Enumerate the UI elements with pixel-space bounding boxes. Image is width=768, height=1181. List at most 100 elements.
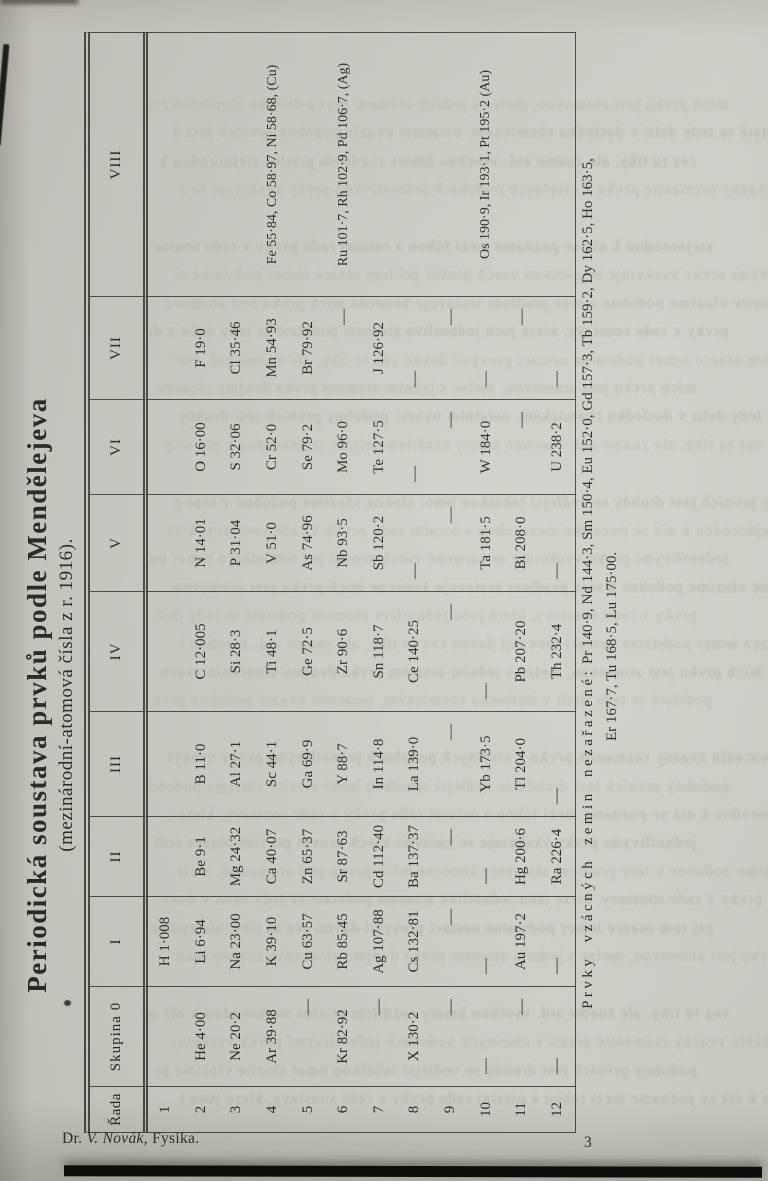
footer-prefix: Dr. bbox=[62, 1130, 83, 1147]
element-cell: He 4·00 bbox=[183, 986, 220, 1086]
column-header-rada: Řada bbox=[90, 1086, 148, 1132]
blank-cell bbox=[540, 33, 576, 296]
empty-dash-cell: — bbox=[432, 494, 469, 591]
row-number: 4 bbox=[254, 1086, 291, 1132]
empty-dash-cell: — bbox=[432, 896, 469, 986]
rotated-table-block: Periodická soustava prvků podle Mendělej… bbox=[20, 28, 660, 1140]
element-cell: Hg 200·6 bbox=[503, 816, 540, 896]
row-number: 8 bbox=[397, 1086, 433, 1132]
element-cell: Kr 82·92 bbox=[325, 986, 362, 1086]
blank-cell bbox=[148, 33, 184, 296]
element-cell: Bi 208·0 bbox=[503, 494, 540, 591]
element-cell: Sb 120·2 bbox=[361, 494, 398, 591]
periodic-table: Řada Skupina 0 I II III IV V VI VII VIII 1 H 1·008 2… bbox=[84, 32, 577, 1133]
empty-dash-cell: — bbox=[325, 296, 362, 399]
page-edge-shadow-bottom bbox=[63, 1165, 763, 1178]
blank-cell bbox=[362, 33, 398, 296]
row-number: 2 bbox=[183, 1086, 220, 1132]
footer-author: V. Novák, bbox=[86, 1130, 148, 1147]
empty-dash-cell: — bbox=[432, 399, 469, 494]
column-header-iv: IV bbox=[90, 591, 148, 711]
element-cell: Se 79·2 bbox=[290, 399, 326, 494]
row-number: 7 bbox=[361, 1086, 398, 1132]
column-header-vii: VII bbox=[90, 296, 148, 399]
empty-dash-cell: — bbox=[397, 399, 433, 494]
empty-dash-cell: — bbox=[468, 986, 504, 1086]
element-cell: Ba 137·37 bbox=[397, 816, 433, 896]
element-cell: U 238·2 bbox=[539, 399, 576, 494]
element-cell: V 51·0 bbox=[254, 494, 291, 591]
element-cell: Cu 63·57 bbox=[290, 896, 326, 986]
element-cell: Cr 52·0 bbox=[254, 399, 291, 494]
empty-dash-cell: — bbox=[361, 986, 398, 1086]
blank-cell bbox=[433, 33, 469, 296]
empty-dash-cell: — bbox=[290, 986, 326, 1086]
empty-dash-cell: — bbox=[539, 896, 576, 986]
row-number: 1 bbox=[148, 1086, 184, 1132]
element-cell: Sc 44·1 bbox=[254, 711, 291, 816]
row-number: 6 bbox=[325, 1086, 362, 1132]
element-cell: H 1·008 bbox=[148, 896, 184, 986]
element-cell: Ne 20·2 bbox=[219, 986, 255, 1086]
blank-cell bbox=[148, 711, 184, 816]
element-cell: Cs 132·81 bbox=[397, 896, 433, 986]
table-title: Periodická soustava prvků podle Mendělej… bbox=[22, 397, 52, 993]
empty-dash-cell: — bbox=[432, 816, 469, 896]
element-cell: Sn 118·7 bbox=[361, 591, 398, 711]
row-number: 11 bbox=[503, 1086, 540, 1132]
element-cell: Li 6·94 bbox=[183, 896, 220, 986]
element-cell: Al 27·1 bbox=[219, 711, 255, 816]
blank-cell bbox=[504, 33, 540, 296]
blank-cell bbox=[148, 296, 184, 399]
empty-dash-cell: — bbox=[397, 494, 433, 591]
element-cell: Ti 48·1 bbox=[254, 591, 291, 711]
page-number: 3 bbox=[584, 1134, 592, 1151]
element-cell: W 184·0 bbox=[468, 399, 504, 494]
element-cell: Au 197·2 bbox=[503, 896, 540, 986]
element-cell: K 39·10 bbox=[254, 896, 291, 986]
blank-cell bbox=[219, 33, 255, 296]
element-cell: Sr 87·63 bbox=[325, 816, 362, 896]
blank-cell bbox=[148, 986, 184, 1086]
element-cell: F 19·0 bbox=[183, 296, 220, 399]
element-cell: Ta 181·5 bbox=[468, 494, 504, 591]
footer-subject: Fysika. bbox=[152, 1130, 200, 1147]
element-cell: Na 23·00 bbox=[219, 896, 255, 986]
element-cell: Zr 90·6 bbox=[325, 591, 362, 711]
blank-cell bbox=[184, 33, 220, 296]
row-number: 10 bbox=[468, 1086, 504, 1132]
blank-cell bbox=[148, 816, 184, 896]
rare-earths-note-intro: Prvky vzácných zemin nezařazené: bbox=[580, 667, 596, 1009]
element-cell: Nb 93·5 bbox=[325, 494, 362, 591]
column-header-i: I bbox=[90, 896, 148, 986]
element-cell: X 130·2 bbox=[397, 986, 433, 1086]
element-cell: Ca 40·07 bbox=[254, 816, 291, 896]
empty-dash-cell: — bbox=[539, 986, 576, 1086]
element-cell: Ga 69·9 bbox=[290, 711, 326, 816]
empty-dash-cell: — bbox=[503, 986, 540, 1086]
row-number: 3 bbox=[219, 1086, 255, 1132]
row-number: 5 bbox=[290, 1086, 326, 1132]
empty-dash-cell: — bbox=[468, 591, 504, 711]
element-cell: Ge 72·5 bbox=[290, 591, 326, 711]
element-cell: Ce 140·25 bbox=[397, 591, 433, 711]
element-cell: In 114·8 bbox=[361, 711, 398, 816]
footer-book-reference: Dr. V. Novák, Fysika. bbox=[62, 1130, 199, 1148]
element-cell: Rb 85·45 bbox=[325, 896, 362, 986]
element-cell: As 74·96 bbox=[290, 494, 326, 591]
rare-earths-note: Prvky vzácných zemin nezařazené: Pr 140·… bbox=[580, 34, 621, 1133]
element-cell: Zn 65·37 bbox=[290, 816, 326, 896]
column-header-ii: II bbox=[90, 816, 148, 896]
empty-dash-cell: — bbox=[397, 296, 433, 399]
blank-cell bbox=[290, 33, 326, 296]
empty-dash-cell: — bbox=[539, 711, 576, 816]
element-cell: Os 190·9, Ir 193·1, Pt 195·2 (Au) bbox=[478, 70, 494, 259]
element-cell: Be 9·1 bbox=[183, 816, 220, 896]
table-orientation-layer: Periodická soustava prvků podle Mendělej… bbox=[20, 28, 660, 1140]
element-cell: Mg 24·32 bbox=[219, 816, 255, 896]
empty-dash-cell: — bbox=[468, 816, 504, 896]
element-cell: Br 79·92 bbox=[290, 296, 326, 399]
empty-dash-cell: — bbox=[432, 591, 469, 711]
empty-dash-cell: — bbox=[503, 399, 540, 494]
empty-dash-cell: — bbox=[539, 494, 576, 591]
